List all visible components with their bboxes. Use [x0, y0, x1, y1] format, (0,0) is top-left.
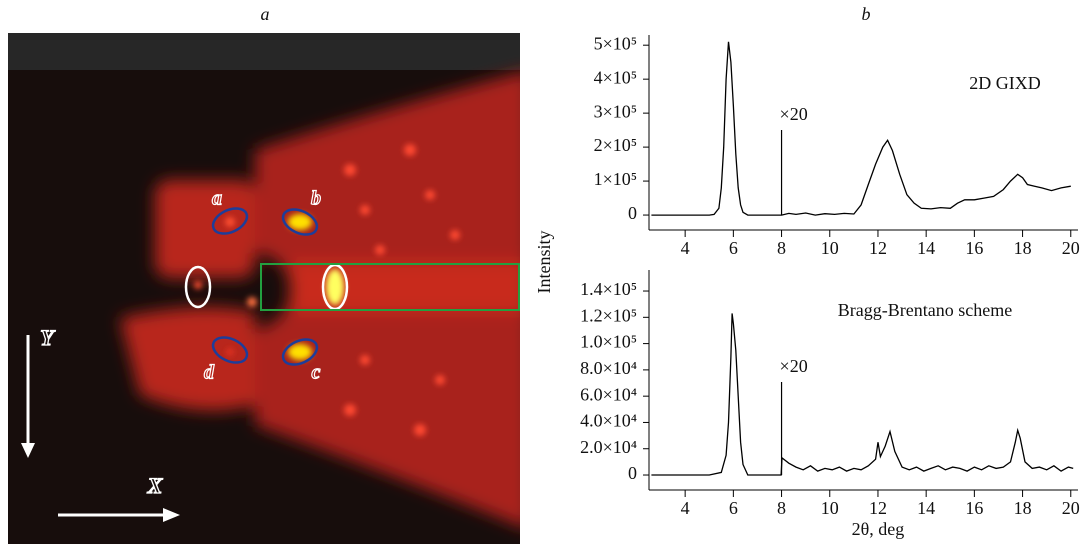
spot-label: a: [212, 188, 222, 210]
x-tick-label: 20: [1062, 498, 1080, 518]
y-tick-label: 3×10⁵: [594, 101, 637, 121]
x-tick-label: 10: [821, 238, 839, 258]
marker-label: ×20: [780, 356, 808, 376]
x-tick-label: 18: [1014, 238, 1032, 258]
y-tick-label: 5×10⁵: [594, 33, 637, 53]
y-tick-label: 2×10⁵: [594, 135, 637, 155]
x-tick-label: 14: [917, 238, 935, 258]
y-tick-label: 1.4×10⁵: [580, 279, 637, 299]
diffraction-image: [8, 33, 520, 544]
x-tick-label: 4: [681, 498, 690, 518]
spot-label: b: [311, 188, 321, 210]
x-tick-label: 20: [1062, 238, 1080, 258]
x-tick-label: 6: [729, 498, 738, 518]
x-axis-label: 2θ, deg: [852, 519, 905, 539]
y-tick-label: 0: [628, 463, 637, 483]
y-tick-label: 1.0×10⁵: [580, 332, 637, 352]
x-tick-label: 16: [965, 498, 983, 518]
y-axis-label: Intensity: [534, 231, 554, 294]
x-tick-label: 12: [869, 498, 887, 518]
spot-label: c: [312, 362, 321, 384]
y-tick-label: 1×10⁵: [594, 169, 637, 189]
y-tick-label: 1.2×10⁵: [580, 305, 637, 325]
x-tick-label: 14: [917, 498, 935, 518]
x-tick-label: 8: [777, 498, 786, 518]
axis-direction-label: Y: [40, 325, 56, 350]
annotation: Bragg-Brentano scheme: [838, 300, 1012, 320]
y-tick-label: 6.0×10⁴: [580, 384, 637, 404]
x-tick-label: 10: [821, 498, 839, 518]
spot-label: d: [204, 362, 215, 384]
y-tick-label: 0: [628, 203, 637, 223]
y-tick-label: 4.0×10⁴: [580, 411, 637, 431]
x-tick-label: 4: [681, 238, 690, 258]
x-tick-label: 6: [729, 238, 738, 258]
x-tick-label: 18: [1014, 498, 1032, 518]
data-line: [651, 41, 1071, 216]
x-tick-label: 8: [777, 238, 786, 258]
data-line: [651, 313, 1074, 476]
x-tick-label: 12: [869, 238, 887, 258]
marker-label: ×20: [780, 104, 808, 124]
y-tick-label: 4×10⁵: [594, 67, 637, 87]
y-tick-label: 2.0×10⁴: [580, 437, 637, 457]
y-tick-label: 8.0×10⁴: [580, 358, 637, 378]
panel-label: b: [862, 4, 871, 24]
panel-label: a: [261, 4, 270, 24]
x-tick-label: 16: [965, 238, 983, 258]
axis-direction-label: X: [147, 473, 164, 498]
annotation: 2D GIXD: [969, 73, 1041, 93]
